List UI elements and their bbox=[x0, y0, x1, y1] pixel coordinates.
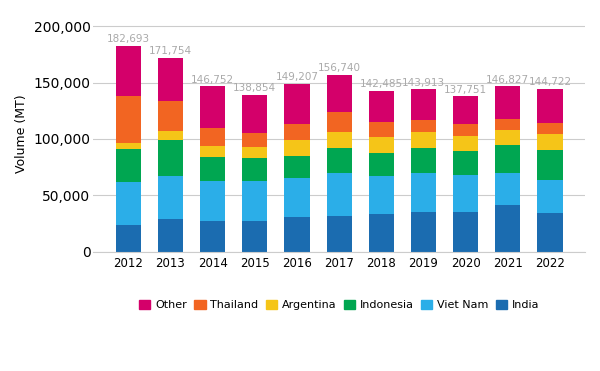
Bar bbox=[242, 95, 268, 133]
Bar bbox=[495, 130, 520, 145]
Bar bbox=[495, 206, 520, 252]
Bar bbox=[200, 86, 226, 128]
Bar bbox=[411, 212, 436, 252]
Bar bbox=[368, 176, 394, 214]
Bar bbox=[326, 112, 352, 132]
Bar bbox=[411, 89, 436, 120]
Bar bbox=[116, 46, 141, 96]
Bar bbox=[200, 221, 226, 252]
Text: 142,485: 142,485 bbox=[360, 79, 403, 89]
Bar bbox=[284, 217, 310, 252]
Text: 137,751: 137,751 bbox=[444, 85, 487, 95]
Legend: Other, Thailand, Argentina, Indonesia, Viet Nam, India: Other, Thailand, Argentina, Indonesia, V… bbox=[135, 295, 544, 315]
Bar bbox=[538, 150, 563, 180]
Text: 182,693: 182,693 bbox=[107, 34, 150, 44]
Bar bbox=[158, 131, 183, 140]
Bar bbox=[411, 148, 436, 173]
Bar bbox=[411, 132, 436, 148]
Bar bbox=[326, 132, 352, 148]
Bar bbox=[200, 157, 226, 181]
Bar bbox=[326, 173, 352, 216]
Bar bbox=[242, 181, 268, 221]
Bar bbox=[158, 101, 183, 131]
Text: 149,207: 149,207 bbox=[275, 72, 319, 82]
Bar bbox=[368, 91, 394, 122]
Bar bbox=[242, 158, 268, 181]
Bar bbox=[158, 176, 183, 219]
Bar bbox=[200, 146, 226, 157]
Bar bbox=[495, 145, 520, 173]
Bar bbox=[116, 144, 141, 149]
Bar bbox=[495, 119, 520, 130]
Text: 138,854: 138,854 bbox=[233, 83, 277, 93]
Bar bbox=[538, 134, 563, 150]
Bar bbox=[411, 173, 436, 212]
Bar bbox=[284, 140, 310, 156]
Bar bbox=[368, 214, 394, 252]
Bar bbox=[411, 120, 436, 132]
Bar bbox=[368, 137, 394, 152]
Bar bbox=[284, 124, 310, 140]
Bar bbox=[158, 58, 183, 101]
Bar bbox=[538, 123, 563, 134]
Bar bbox=[242, 147, 268, 158]
Bar bbox=[284, 83, 310, 124]
Bar bbox=[368, 122, 394, 137]
Bar bbox=[453, 212, 478, 252]
Bar bbox=[453, 151, 478, 175]
Bar bbox=[453, 124, 478, 135]
Bar bbox=[368, 152, 394, 176]
Bar bbox=[200, 128, 226, 146]
Bar bbox=[326, 148, 352, 173]
Text: 146,827: 146,827 bbox=[486, 75, 529, 85]
Bar bbox=[453, 175, 478, 212]
Bar bbox=[242, 133, 268, 147]
Bar bbox=[453, 96, 478, 124]
Bar bbox=[538, 180, 563, 213]
Bar bbox=[284, 178, 310, 217]
Bar bbox=[116, 224, 141, 252]
Bar bbox=[116, 96, 141, 144]
Text: 156,740: 156,740 bbox=[317, 63, 361, 73]
Bar bbox=[453, 135, 478, 151]
Y-axis label: Volume (MT): Volume (MT) bbox=[15, 94, 28, 173]
Bar bbox=[200, 181, 226, 221]
Bar bbox=[116, 182, 141, 224]
Text: 143,913: 143,913 bbox=[402, 78, 445, 88]
Bar bbox=[326, 216, 352, 252]
Bar bbox=[284, 156, 310, 178]
Bar bbox=[326, 75, 352, 112]
Bar bbox=[538, 213, 563, 252]
Bar bbox=[538, 89, 563, 123]
Bar bbox=[158, 140, 183, 176]
Bar bbox=[495, 173, 520, 206]
Bar bbox=[495, 86, 520, 119]
Text: 146,752: 146,752 bbox=[191, 75, 234, 85]
Bar bbox=[116, 149, 141, 182]
Bar bbox=[158, 219, 183, 252]
Text: 171,754: 171,754 bbox=[149, 46, 192, 56]
Bar bbox=[242, 221, 268, 252]
Text: 144,722: 144,722 bbox=[529, 77, 572, 87]
